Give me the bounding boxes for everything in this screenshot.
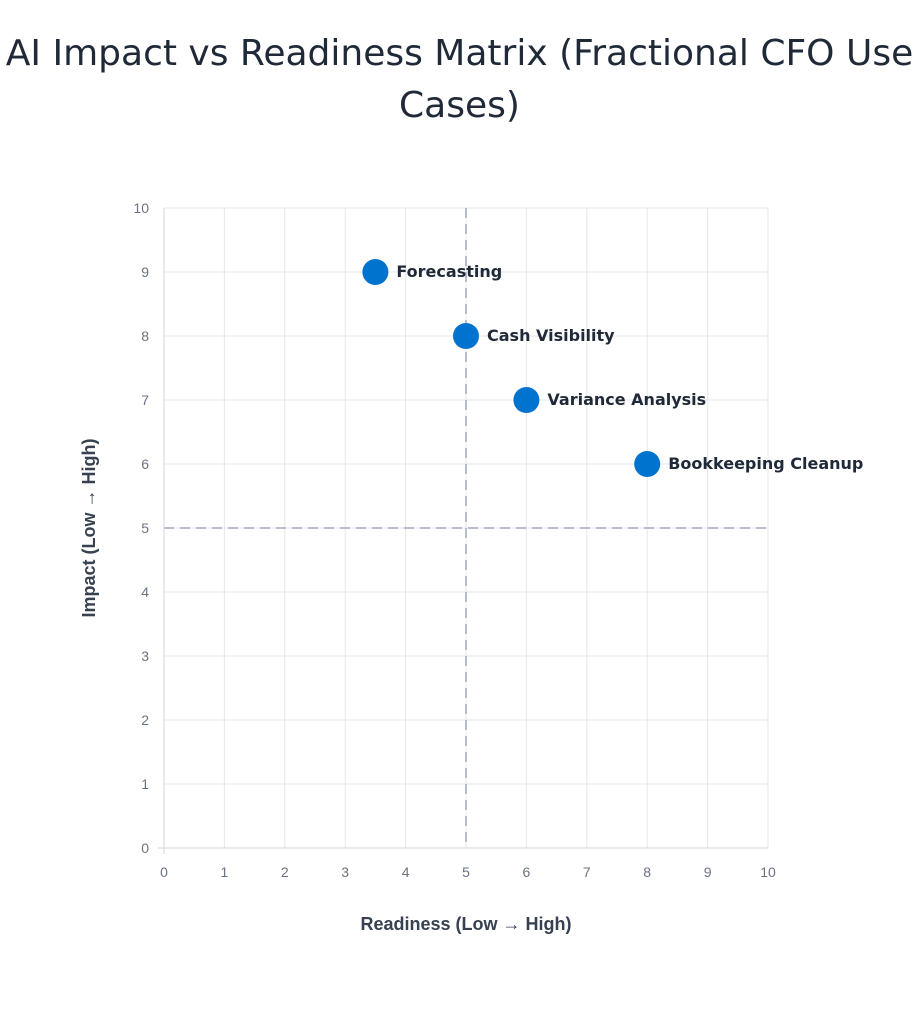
y-tick-label: 4 xyxy=(141,584,149,600)
data-point[interactable] xyxy=(362,259,389,285)
y-tick-label: 0 xyxy=(141,840,149,856)
x-axis-label: Readiness (Low → High) xyxy=(360,914,571,934)
data-point-label: Bookkeeping Cleanup xyxy=(668,454,863,473)
data-point-label: Cash Visibility xyxy=(487,326,615,345)
x-tick-label: 10 xyxy=(760,864,776,880)
x-tick-label: 7 xyxy=(583,864,591,880)
x-tick-label: 3 xyxy=(341,864,349,880)
y-axis-label: Impact (Low → High) xyxy=(79,439,99,618)
data-point[interactable] xyxy=(453,323,479,349)
y-tick-label: 10 xyxy=(133,200,149,216)
y-tick-label: 6 xyxy=(141,456,149,472)
y-tick-label: 9 xyxy=(141,264,149,280)
data-point[interactable] xyxy=(634,451,661,477)
x-tick-label: 8 xyxy=(643,864,651,880)
axes xyxy=(158,208,768,854)
chart-title: AI Impact vs Readiness Matrix (Fractiona… xyxy=(0,28,919,132)
chart-title-text: AI Impact vs Readiness Matrix (Fractiona… xyxy=(5,33,914,126)
x-tick-label: 5 xyxy=(462,864,470,880)
x-tick-label: 4 xyxy=(402,864,410,880)
data-points: Forecasting Cash Visibility Variance Analy… xyxy=(362,259,863,477)
x-tick-label: 6 xyxy=(523,864,531,880)
y-tick-label: 3 xyxy=(141,648,149,664)
data-point[interactable] xyxy=(513,387,540,413)
y-tick-label: 5 xyxy=(141,520,149,536)
quadrant-dividers xyxy=(164,208,768,848)
x-tick-label: 1 xyxy=(221,864,229,880)
data-point-label: Forecasting xyxy=(396,262,502,281)
x-tick-label: 9 xyxy=(704,864,712,880)
x-tick-label: 0 xyxy=(160,864,168,880)
y-tick-label: 7 xyxy=(141,392,149,408)
y-tick-label: 1 xyxy=(141,776,149,792)
y-tick-label: 8 xyxy=(141,328,149,344)
data-point-label: Variance Analysis xyxy=(547,390,706,409)
tick-labels: 0 1 2 3 4 5 6 7 8 9 10 0 1 2 3 4 5 6 7 8 9 10 xyxy=(133,200,776,880)
y-tick-label: 2 xyxy=(141,712,149,728)
x-tick-label: 2 xyxy=(281,864,289,880)
